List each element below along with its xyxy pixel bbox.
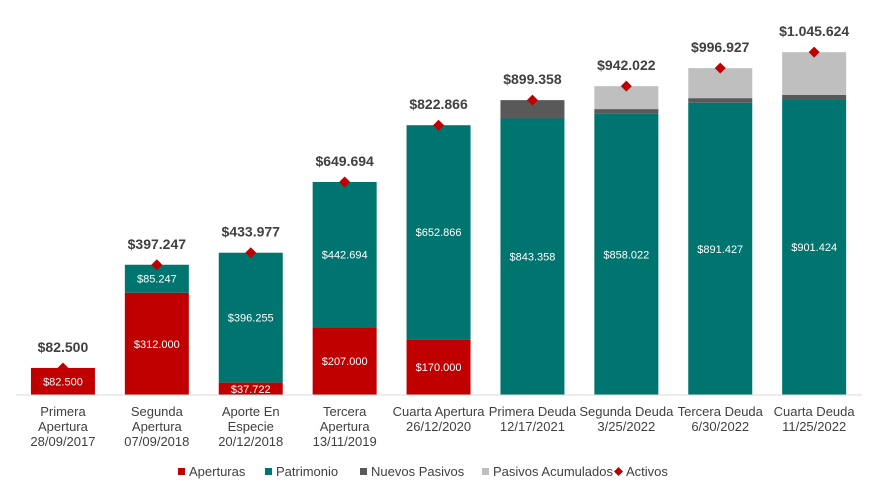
category-label-2-line-1: Segunda <box>131 404 184 419</box>
bar-nuevos-pasivos-6 <box>500 100 565 119</box>
category-label-6-line-1: Primera Deuda <box>489 404 577 419</box>
bar-aperturas-5 <box>406 339 471 395</box>
legend-swatch-pasivos-acumulados <box>482 468 489 475</box>
activos-marker-8 <box>714 62 726 74</box>
category-label-5-line-1: Cuarta Apertura <box>393 404 486 419</box>
bar-patrimonio-9 <box>782 99 847 396</box>
bar-aperturas-2 <box>124 292 189 395</box>
data-label-aperturas-4: $207.000 <box>322 356 368 368</box>
legend-label-activos: Activos <box>626 464 668 479</box>
activos-marker-1 <box>57 362 69 374</box>
data-label-patrimonio-8: $891.427 <box>697 244 743 256</box>
total-label-1: $82.500 <box>38 339 89 355</box>
legend: Aperturas Patrimonio Nuevos Pasivos Pasivos… <box>178 464 668 479</box>
category-label-6-line-2: 12/17/2021 <box>500 419 565 434</box>
category-label-4-line-3: 13/11/2019 <box>313 434 377 449</box>
category-label-4-line-2: Apertura <box>320 419 371 434</box>
activos-marker-6 <box>526 94 538 106</box>
data-label-patrimonio-6: $843.358 <box>510 252 556 264</box>
bars-layer <box>30 52 847 396</box>
activos-marker-2 <box>151 259 163 271</box>
category-label-3-line-2: Especie <box>228 419 274 434</box>
category-labels: PrimeraApertura28/09/2017SegundaApertura… <box>30 404 855 449</box>
category-label-2-line-2: Apertura <box>132 419 183 434</box>
category-label-3-line-3: 20/12/2018 <box>218 434 283 449</box>
category-label-9-line-1: Cuarta Deuda <box>774 404 856 419</box>
bar-patrimonio-5 <box>406 125 471 340</box>
bar-nuevos-pasivos-9 <box>782 94 847 100</box>
data-label-patrimonio-7: $858.022 <box>603 249 649 261</box>
bar-pasivos-acumulados-7 <box>594 86 659 110</box>
activos-marker-7 <box>620 80 632 92</box>
category-label-4-line-1: Tercera <box>323 404 367 419</box>
data-label-aperturas-1: $82.500 <box>43 376 83 388</box>
legend-swatch-patrimonio <box>265 468 272 475</box>
bar-patrimonio-6 <box>500 118 565 395</box>
category-label-5-line-2: 26/12/2020 <box>406 419 471 434</box>
data-label-patrimonio-3: $396.255 <box>228 313 274 325</box>
category-label-1-line-1: Primera <box>40 404 86 419</box>
total-label-2: $397.247 <box>128 236 187 252</box>
legend-swatch-nuevos-pasivos <box>360 468 367 475</box>
legend-label-nuevos-pasivos: Nuevos Pasivos <box>371 464 465 479</box>
bar-patrimonio-4 <box>312 181 377 328</box>
total-label-4: $649.694 <box>315 153 374 169</box>
total-label-9: $1.045.624 <box>779 23 849 39</box>
markers-layer <box>57 46 820 374</box>
legend-swatch-activos <box>614 467 623 476</box>
category-label-1-line-3: 28/09/2017 <box>30 434 95 449</box>
legend-label-patrimonio: Patrimonio <box>276 464 338 479</box>
legend-label-pasivos-acumulados: Pasivos Acumulados <box>493 464 613 479</box>
category-label-3-line-1: Aporte En <box>222 404 280 419</box>
activos-marker-4 <box>339 176 351 188</box>
data-label-aperturas-5: $170.000 <box>416 362 462 374</box>
category-label-8-line-2: 6/30/2022 <box>691 419 749 434</box>
category-label-2-line-3: 07/09/2018 <box>124 434 189 449</box>
activos-marker-3 <box>245 247 257 259</box>
total-label-8: $996.927 <box>691 39 750 55</box>
category-label-8-line-1: Tercera Deuda <box>678 404 764 419</box>
total-label-3: $433.977 <box>222 224 281 240</box>
data-label-patrimonio-9: $901.424 <box>791 242 837 254</box>
labels-layer: $82.500$0$82.500 $312.000$85.247$397.247$… <box>38 23 850 396</box>
total-label-7: $942.022 <box>597 57 656 73</box>
data-label-patrimonio-2: $85.247 <box>137 274 177 286</box>
bar-aperturas-4 <box>312 327 377 395</box>
data-label-patrimonio-5: $652.866 <box>416 227 462 239</box>
legend-swatch-aperturas <box>178 468 185 475</box>
bar-nuevos-pasivos-8 <box>688 98 753 103</box>
activos-marker-5 <box>433 119 445 131</box>
bar-nuevos-pasivos-7 <box>594 109 659 114</box>
bar-patrimonio-3 <box>218 252 283 383</box>
data-label-patrimonio-1: $0 <box>57 355 69 367</box>
category-label-9-line-2: 11/25/2022 <box>782 419 846 434</box>
bar-patrimonio-7 <box>594 113 659 396</box>
activos-marker-9 <box>808 46 820 58</box>
category-label-7-line-2: 3/25/2022 <box>597 419 655 434</box>
legend-label-aperturas: Aperturas <box>189 464 246 479</box>
total-label-6: $899.358 <box>503 71 562 87</box>
bar-patrimonio-8 <box>688 102 753 395</box>
data-label-patrimonio-4: $442.694 <box>322 250 368 262</box>
category-label-7-line-1: Segunda Deuda <box>579 404 674 419</box>
data-label-aperturas-2: $312.000 <box>134 339 180 351</box>
data-label-aperturas-3: $37.722 <box>231 384 271 396</box>
bar-aperturas-3 <box>218 382 283 395</box>
category-label-1-line-2: Apertura <box>38 419 89 434</box>
total-label-5: $822.866 <box>409 96 468 112</box>
bar-pasivos-acumulados-9 <box>782 52 847 95</box>
